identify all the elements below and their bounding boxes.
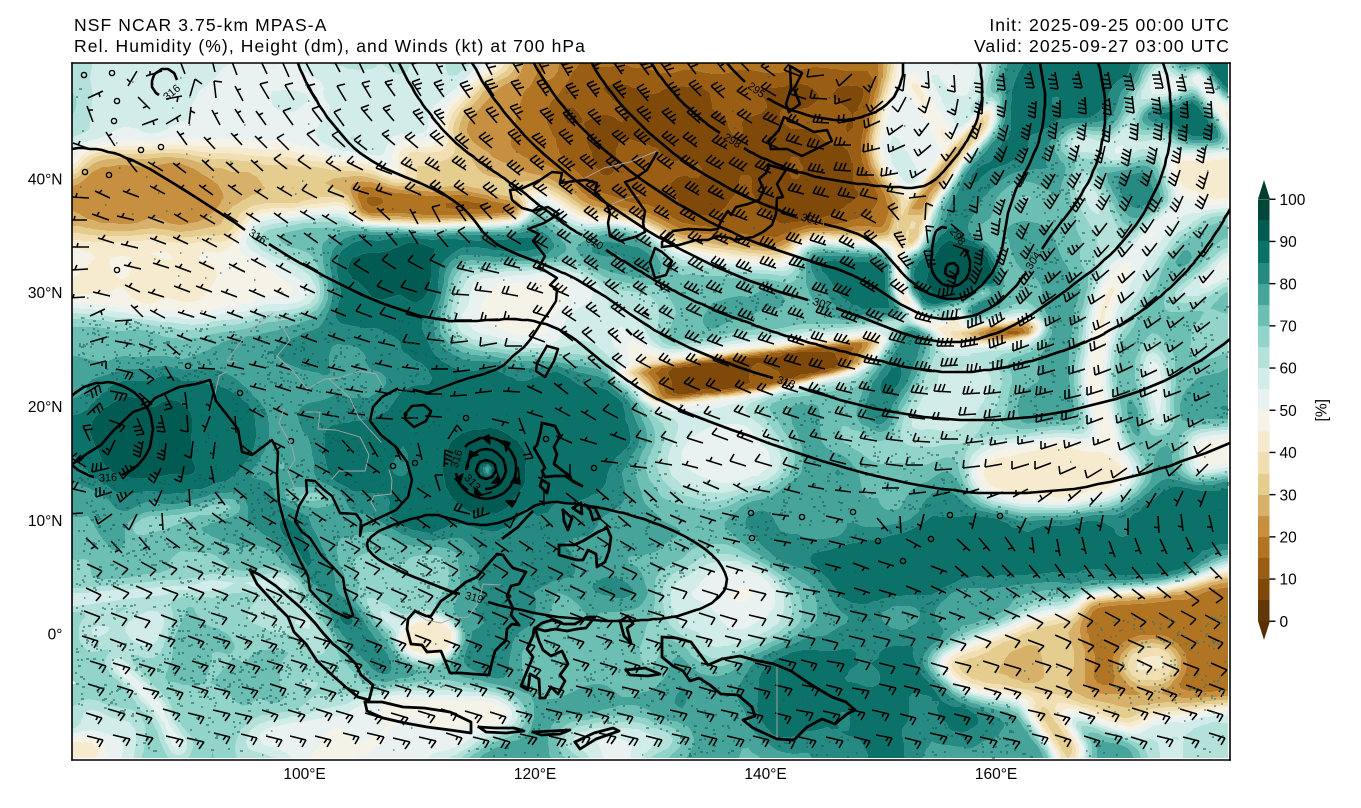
svg-text:20: 20	[1280, 529, 1298, 546]
svg-text:30: 30	[1280, 487, 1298, 504]
svg-text:140°E: 140°E	[744, 766, 786, 783]
svg-text:10: 10	[1280, 572, 1298, 589]
svg-text:NSF NCAR 3.75-km MPAS-A: NSF NCAR 3.75-km MPAS-A	[74, 15, 327, 35]
svg-text:90: 90	[1280, 234, 1298, 251]
svg-text:Rel. Humidity (%), Height (dm): Rel. Humidity (%), Height (dm), and Wind…	[74, 36, 586, 56]
svg-text:40: 40	[1280, 445, 1298, 462]
svg-text:160°E: 160°E	[975, 766, 1017, 783]
svg-text:Init: 2025-09-25 00:00 UTC: Init: 2025-09-25 00:00 UTC	[989, 15, 1230, 35]
svg-text:319: 319	[464, 590, 485, 607]
svg-text:Valid: 2025-09-27 03:00 UTC: Valid: 2025-09-27 03:00 UTC	[974, 36, 1230, 56]
svg-text:50: 50	[1280, 403, 1298, 420]
svg-text:40°N: 40°N	[28, 171, 63, 188]
svg-text:70: 70	[1280, 318, 1298, 335]
svg-text:316: 316	[449, 448, 466, 469]
svg-text:60: 60	[1280, 361, 1298, 378]
svg-text:307: 307	[812, 296, 833, 313]
svg-text:316: 316	[98, 472, 117, 485]
svg-text:313: 313	[775, 374, 796, 391]
svg-text:20°N: 20°N	[28, 399, 63, 416]
svg-text:[%]: [%]	[1314, 399, 1331, 421]
svg-text:80: 80	[1280, 276, 1298, 293]
svg-text:301: 301	[800, 212, 821, 229]
svg-text:30°N: 30°N	[28, 285, 63, 302]
svg-text:0°: 0°	[48, 627, 63, 644]
svg-text:0: 0	[1280, 614, 1289, 631]
svg-text:10°N: 10°N	[28, 513, 63, 530]
svg-text:120°E: 120°E	[514, 766, 556, 783]
svg-text:100: 100	[1280, 192, 1306, 209]
svg-text:100°E: 100°E	[283, 766, 325, 783]
